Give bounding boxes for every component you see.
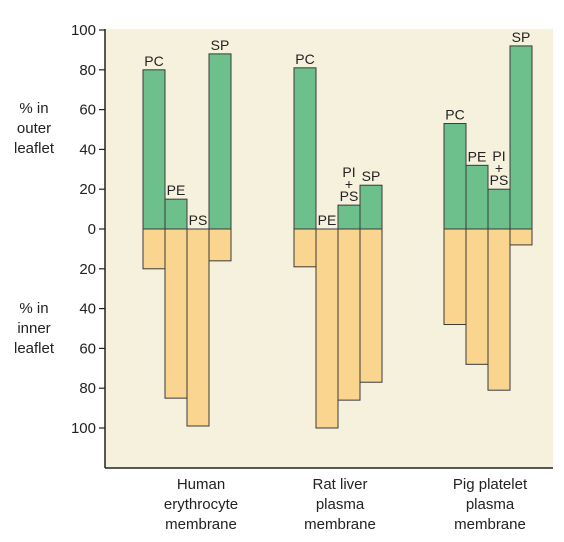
inner-bar-pe (164, 228, 188, 399)
y-tick-label: 60 (79, 340, 96, 357)
inner-leaflet-label: % in inner leaflet (14, 300, 55, 357)
y-tick-label: 100 (71, 420, 96, 437)
bar-label-pc: PC (144, 53, 163, 69)
outer-bar-pc (142, 69, 166, 230)
outer-bar-pi+ps (487, 188, 511, 230)
inner-bar-pc (293, 228, 317, 268)
y-tick-label: 40 (79, 301, 96, 318)
inner-bar-pi+ps (487, 228, 511, 391)
outer-bar-pi+ps (337, 204, 361, 230)
bar-label-pc: PC (445, 107, 464, 123)
bar-label-sp: SP (211, 37, 230, 53)
outer-leaflet-label: % in outer leaflet (14, 100, 55, 157)
inner-bar-sp (359, 228, 383, 383)
outer-bar-sp (509, 45, 533, 230)
inner-bar-sp (509, 228, 533, 246)
y-tick-label: 20 (79, 261, 96, 278)
outer-bar-sp (359, 184, 383, 230)
y-axis: 100 80 60 40 20 0 20 40 60 80 100 (71, 22, 553, 469)
inner-bar-pc (443, 228, 467, 326)
y-tick-label: 20 (79, 181, 96, 198)
inner-bar-pe (315, 228, 339, 429)
outer-bar-pc (443, 123, 467, 230)
y-tick-label: 100 (71, 22, 96, 39)
outer-bar-pe (465, 164, 489, 230)
outer-bar-pe (164, 198, 188, 230)
inner-bar-pe (465, 228, 489, 365)
outer-bar-pc (293, 67, 317, 230)
bar-label-sp: SP (512, 29, 531, 45)
side-labels: % in outer leaflet % in inner leaflet (14, 100, 55, 357)
inner-bar-ps (186, 228, 210, 427)
y-tick-label: 0 (88, 221, 96, 238)
inner-bar-pc (142, 228, 166, 270)
bars (142, 45, 533, 429)
inner-bar-pi+ps (337, 228, 361, 401)
y-tick-label: 80 (79, 62, 96, 79)
group-label-2: Rat liver plasma membrane (304, 476, 376, 533)
bar-label-pc: PC (295, 51, 314, 67)
y-tick-label: 80 (79, 380, 96, 397)
bar-label-pi+ps: PI + PS (490, 148, 509, 188)
outer-bar-sp (208, 53, 232, 230)
bar-label-pe: PE (167, 182, 186, 198)
bar-label-ps: PS (189, 212, 208, 228)
y-tick-label: 40 (79, 141, 96, 158)
bar-label-pe: PE (468, 148, 487, 164)
bar-label-pe: PE (318, 212, 337, 228)
bar-label-pi+ps: PI + PS (340, 164, 359, 204)
inner-bar-sp (208, 228, 232, 262)
y-tick-label: 60 (79, 102, 96, 119)
group-label-1: Human erythrocyte membrane (164, 476, 238, 533)
group-labels: Human erythrocyte membrane Rat liver plasma m… (164, 476, 528, 533)
bar-label-sp: SP (362, 168, 381, 184)
group-label-3: Pig platelet plasma membrane (453, 476, 528, 533)
